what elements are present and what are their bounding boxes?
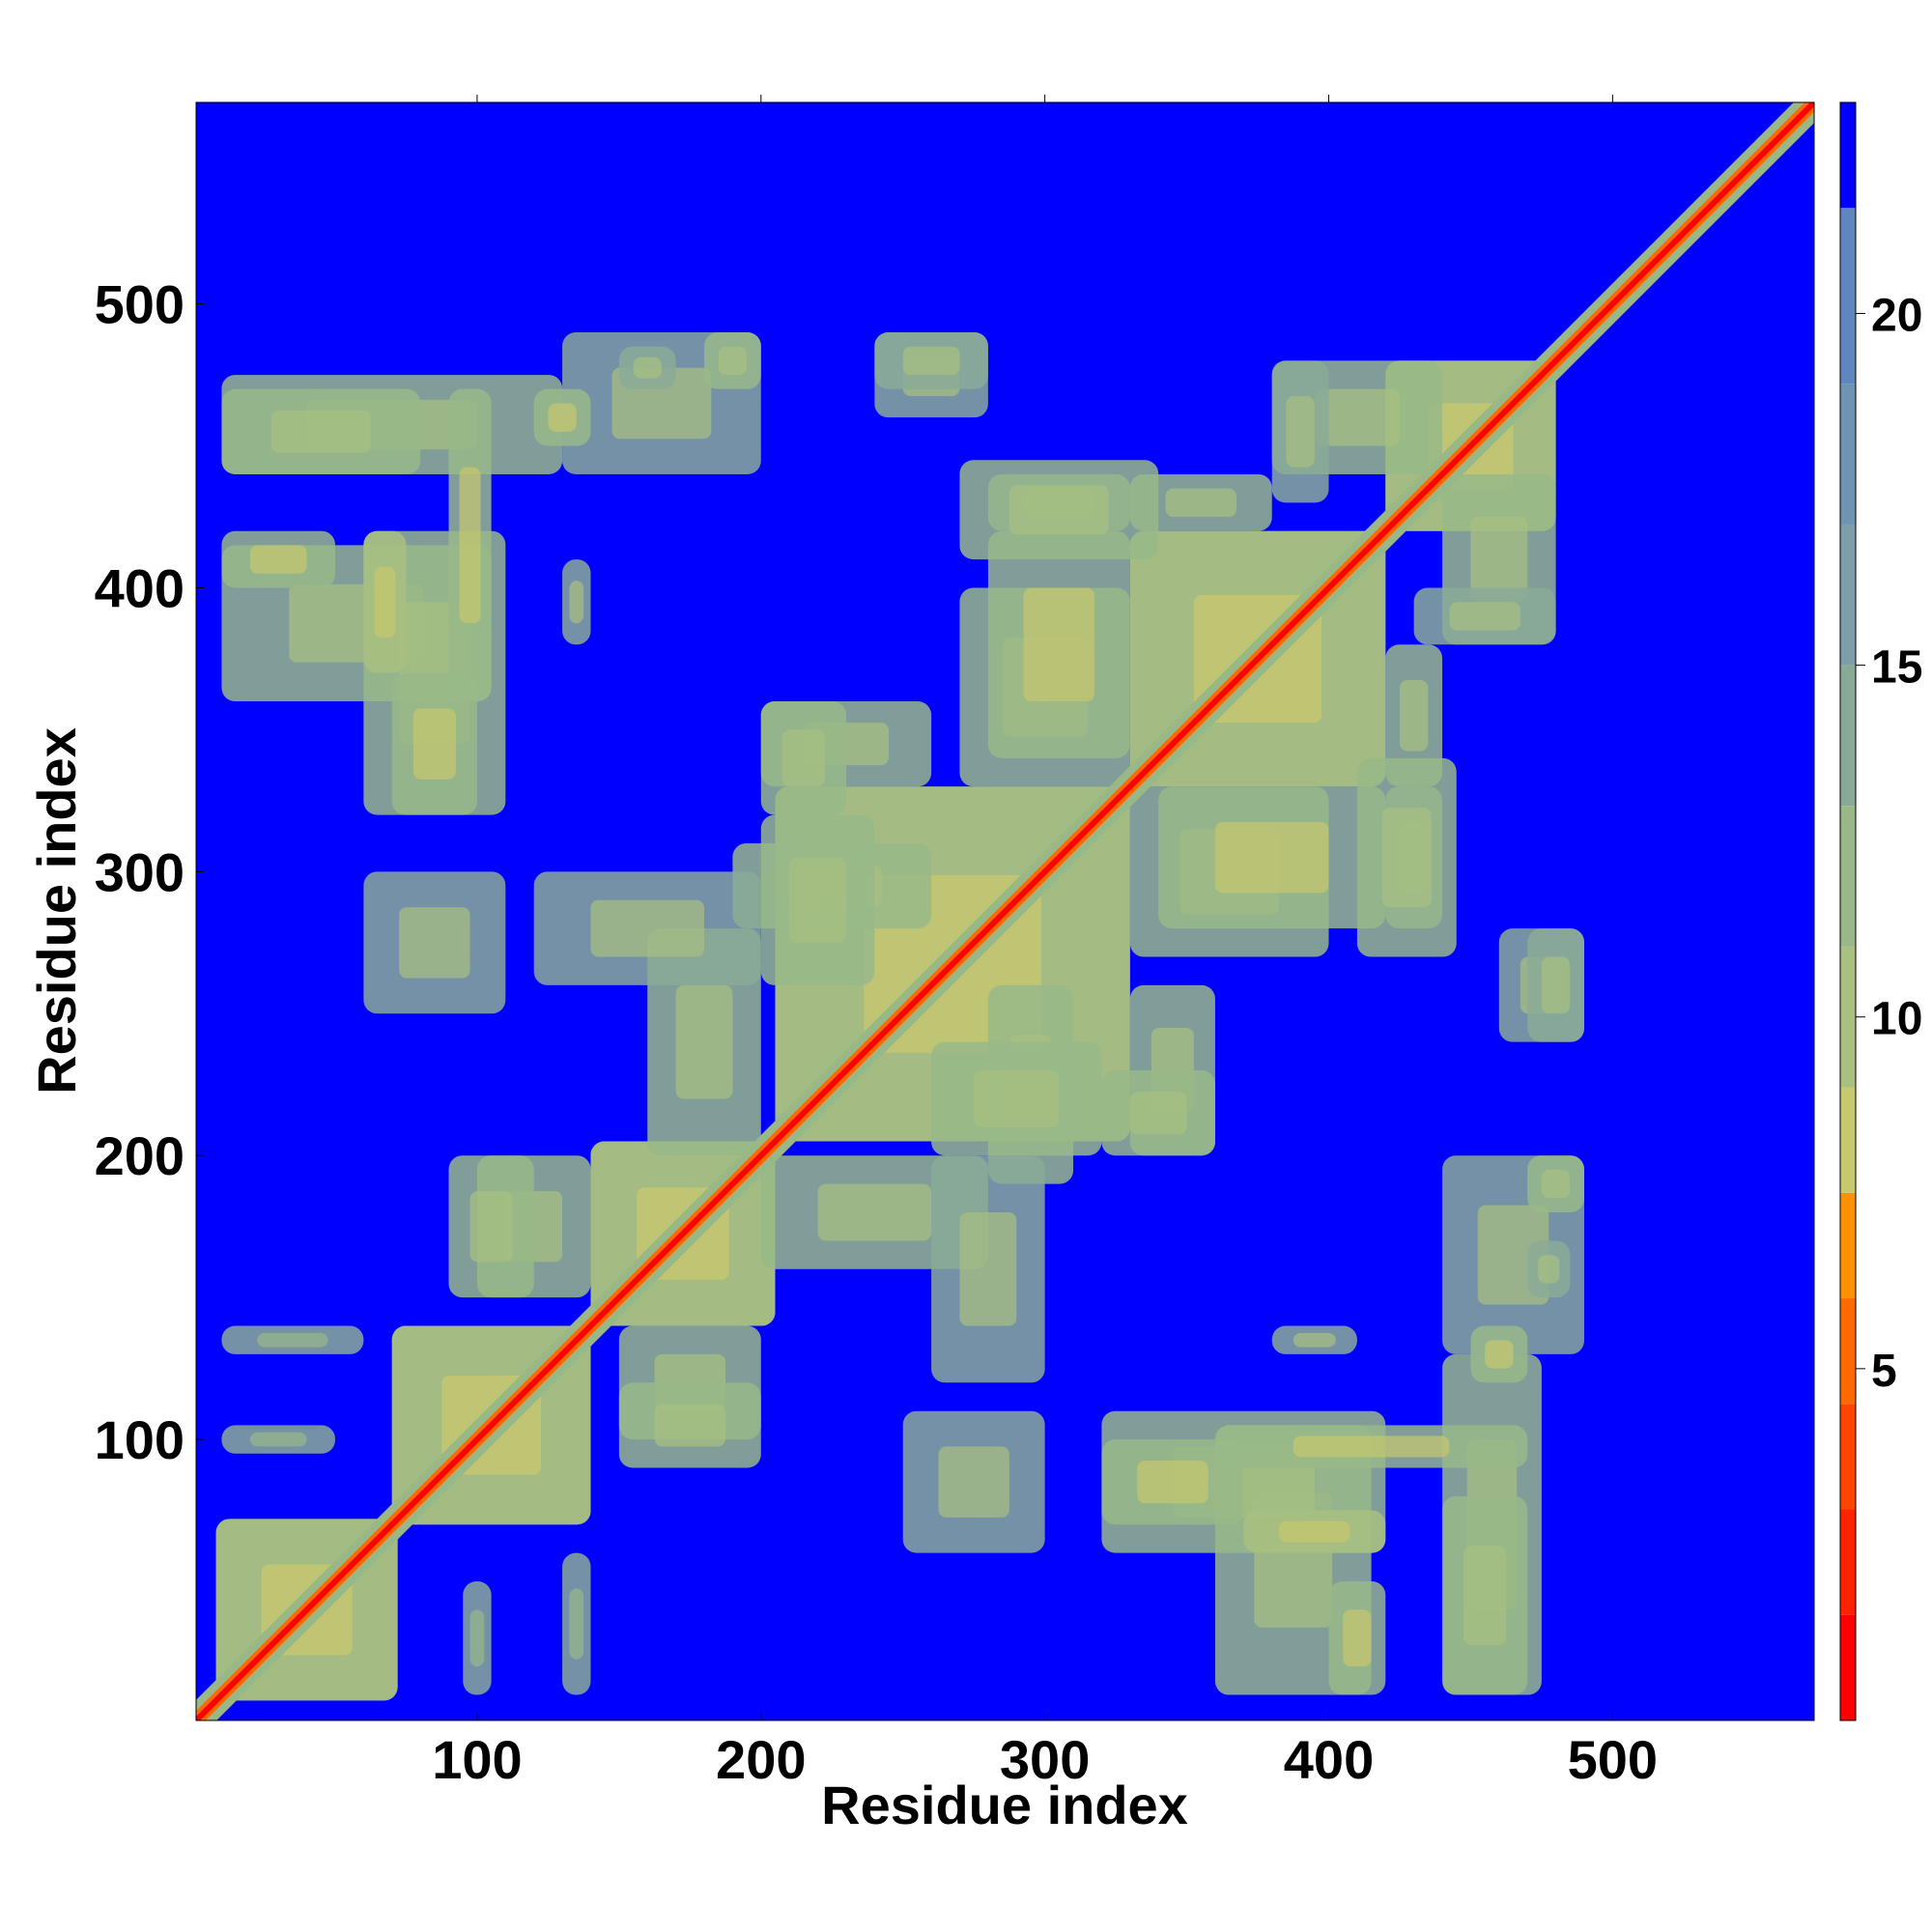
- colorbar-band-12: [1840, 102, 1856, 209]
- colorbar-band-3: [1840, 1298, 1856, 1405]
- contact-core-14-b: [1286, 396, 1315, 468]
- contact-core-30-a: [1541, 1169, 1571, 1199]
- contact-core-18-b: [902, 346, 960, 376]
- colorbar-band-6: [1840, 946, 1856, 1088]
- contact-core-38-a: [469, 1190, 513, 1263]
- colorbar-band-8: [1840, 665, 1856, 807]
- colorbar-frame: [1839, 101, 1857, 1721]
- contact-core-18-a: [1541, 956, 1571, 1014]
- colorbar-band-5: [1840, 1087, 1856, 1193]
- contact-core-12-b: [1399, 680, 1429, 752]
- y-tick-label-200: 200: [95, 1125, 185, 1186]
- colorbar-band-10: [1840, 384, 1856, 525]
- contact-core-30-b: [718, 346, 748, 376]
- contact-core-21-b: [789, 857, 846, 943]
- plot-frame: [195, 101, 1815, 1721]
- contact-core-33-b: [569, 581, 584, 624]
- contact-core-13-a: [1314, 388, 1400, 446]
- contact-core-17-a: [1381, 808, 1433, 908]
- x-tick-label-200: 200: [716, 1729, 806, 1790]
- contact-core-16-a: [1214, 821, 1329, 894]
- colorbar-tick-label-20: 20: [1871, 290, 1922, 341]
- contact-core-37-b: [959, 1211, 1017, 1326]
- colorbar-band-11: [1840, 208, 1856, 384]
- contact-core-23-a: [817, 1183, 932, 1241]
- contact-core-36-b: [938, 1446, 1009, 1518]
- contact-core-37-a: [590, 899, 705, 957]
- contact-core-13-b: [1470, 517, 1528, 603]
- contact-core-34-a: [257, 1332, 328, 1348]
- x-tick-label-300: 300: [1000, 1729, 1090, 1790]
- contact-core-23-b: [675, 984, 733, 1099]
- contact-core-29-a: [1137, 1461, 1208, 1504]
- y-tick-label-100: 100: [95, 1409, 185, 1470]
- x-axis-title: Residue index: [821, 1775, 1188, 1835]
- y-tick-label-400: 400: [95, 558, 185, 619]
- colorbar-band-2: [1840, 1404, 1856, 1510]
- axes: 100 200 300 400 500 100 200 300 400 500: [95, 95, 1815, 1790]
- heatmap-cells: [196, 102, 1814, 1720]
- colorbar-band-1: [1840, 1509, 1856, 1615]
- colorbar-tick-label-10: 10: [1871, 994, 1922, 1045]
- heatmap-plot-area: [196, 102, 1814, 1720]
- colorbar-band-0: [1840, 1614, 1856, 1720]
- diagonal-core: [196, 102, 1814, 1720]
- contact-core-33-a: [1293, 1332, 1336, 1348]
- colorbar-band-4: [1840, 1192, 1856, 1299]
- contact-core-12-a: [1165, 488, 1236, 518]
- y-axis-title: Residue index: [26, 727, 87, 1094]
- contact-core-35-b: [469, 1609, 485, 1667]
- colorbar-band-9: [1840, 524, 1856, 666]
- y-tick-label-300: 300: [95, 841, 185, 902]
- contact-core-32-b: [548, 403, 577, 432]
- colorbar-band-7: [1840, 806, 1856, 947]
- contact-core-31-a: [1538, 1255, 1560, 1284]
- contact-core-35-a: [249, 1432, 307, 1447]
- contact-core-27-a: [1343, 1609, 1372, 1667]
- contact-core-31-b: [633, 356, 662, 379]
- contact-core-27-b: [249, 545, 307, 574]
- contact-core-22-a: [1129, 1092, 1187, 1135]
- contact-core-32-a: [1485, 1340, 1514, 1369]
- contact-core-21-a: [974, 1070, 1060, 1127]
- y-tick-label-500: 500: [95, 274, 185, 335]
- colorbar-tick-label-15: 15: [1871, 642, 1922, 694]
- contact-core-25-a: [1293, 1435, 1450, 1458]
- contact-core-29-b: [412, 708, 456, 780]
- contact-core-17-b: [1009, 484, 1109, 535]
- contact-core-36-a: [399, 907, 470, 979]
- x-tick-label-400: 400: [1284, 1729, 1374, 1790]
- contact-core-26-a: [1279, 1520, 1350, 1543]
- colorbar: 5 10 15 20: [1839, 101, 1922, 1721]
- contact-core-25-b: [459, 467, 481, 624]
- contact-core-38-b: [654, 1404, 726, 1447]
- contact-core-28-b: [270, 410, 371, 453]
- contact-core-22-b: [781, 729, 825, 787]
- contact-core-14-a: [1449, 602, 1520, 631]
- x-tick-label-100: 100: [432, 1729, 522, 1790]
- contact-core-16-b: [1023, 587, 1095, 702]
- contact-core-28-a: [1463, 1546, 1507, 1646]
- contact-core-34-b: [569, 1588, 584, 1660]
- contact-core-26-b: [374, 566, 396, 638]
- x-tick-label-500: 500: [1568, 1729, 1658, 1790]
- colorbar-tick-label-5: 5: [1871, 1346, 1897, 1397]
